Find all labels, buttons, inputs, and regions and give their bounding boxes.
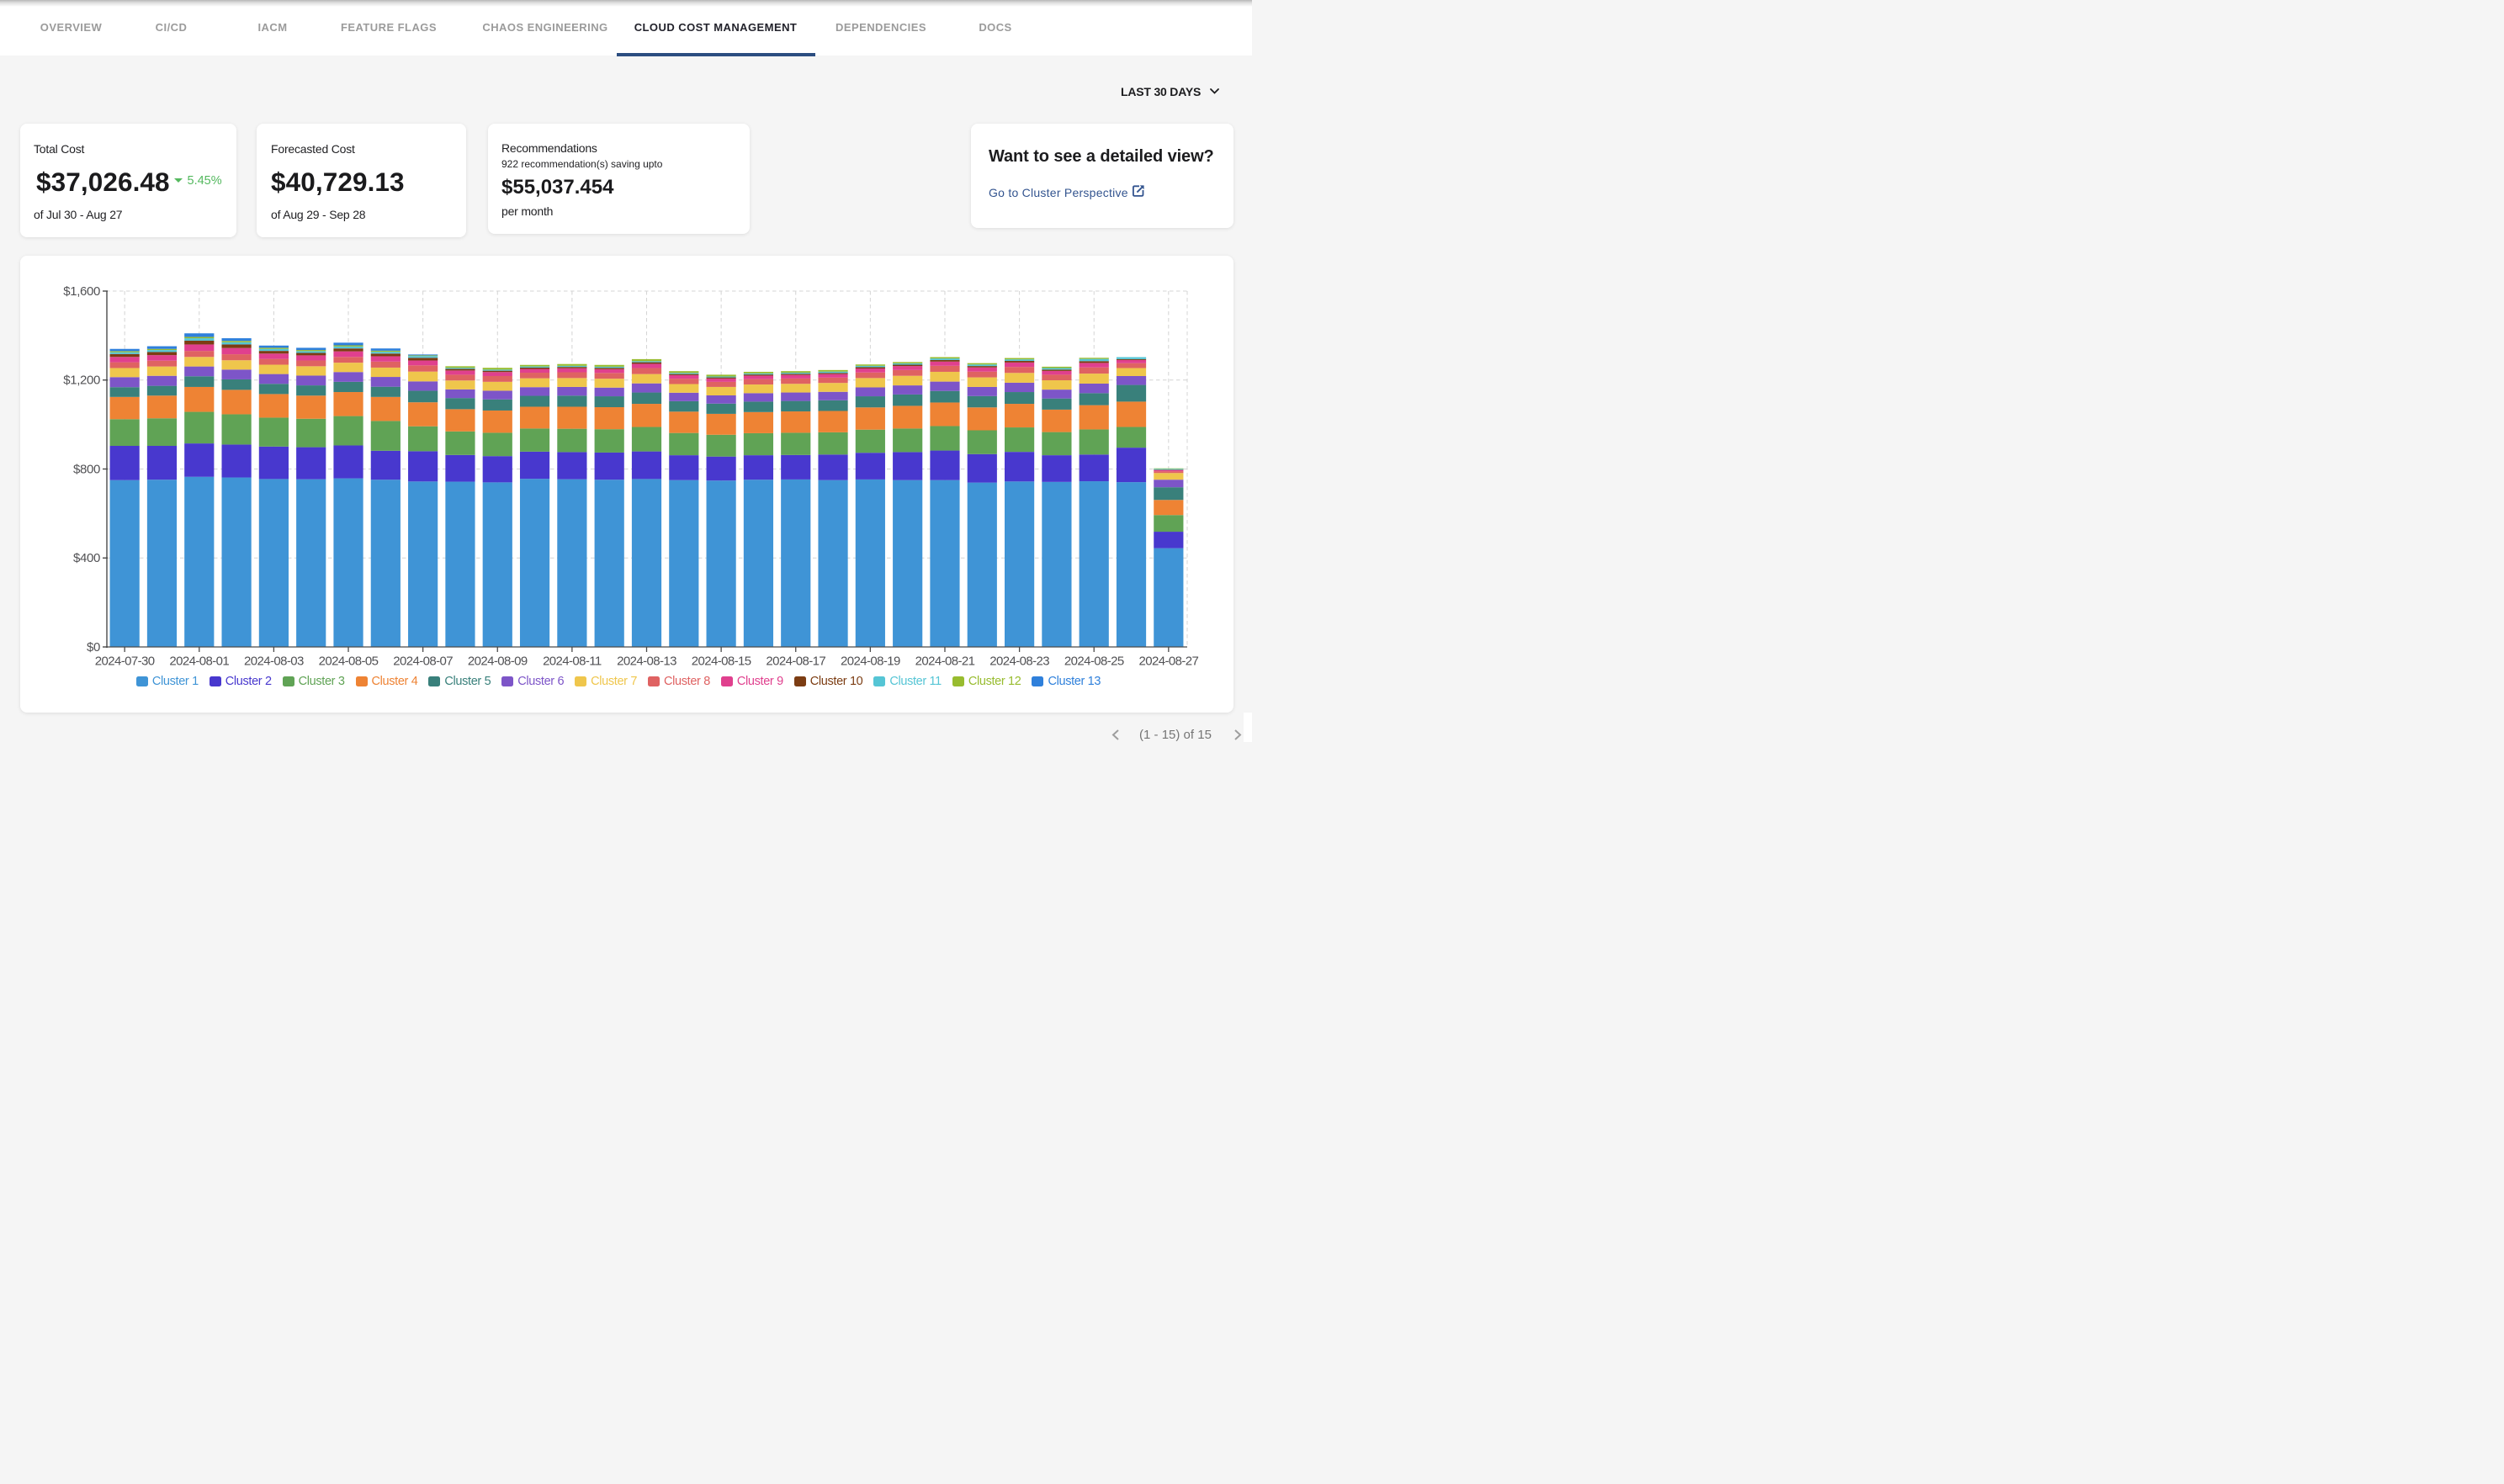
svg-text:2024-08-15: 2024-08-15 [692, 655, 751, 669]
svg-text:2024-08-25: 2024-08-25 [1064, 655, 1124, 669]
svg-text:2024-08-11: 2024-08-11 [543, 655, 602, 669]
svg-text:2024-08-17: 2024-08-17 [766, 655, 825, 669]
svg-text:2024-08-09: 2024-08-09 [468, 655, 528, 669]
svg-text:2024-08-19: 2024-08-19 [841, 655, 900, 669]
svg-text:$800: $800 [73, 462, 100, 476]
svg-text:2024-08-23: 2024-08-23 [989, 655, 1049, 669]
svg-text:2024-08-05: 2024-08-05 [319, 655, 379, 669]
svg-text:$400: $400 [73, 551, 100, 565]
svg-text:2024-08-21: 2024-08-21 [915, 655, 975, 669]
svg-text:$0: $0 [87, 640, 100, 655]
svg-text:2024-08-01: 2024-08-01 [169, 655, 229, 669]
svg-text:2024-08-13: 2024-08-13 [617, 655, 676, 669]
svg-text:2024-08-27: 2024-08-27 [1138, 655, 1198, 669]
svg-text:$1,600: $1,600 [63, 284, 100, 299]
svg-text:$1,200: $1,200 [63, 374, 100, 388]
svg-text:2024-08-03: 2024-08-03 [244, 655, 304, 669]
svg-text:2024-08-07: 2024-08-07 [393, 655, 453, 669]
svg-text:2024-07-30: 2024-07-30 [95, 655, 155, 669]
